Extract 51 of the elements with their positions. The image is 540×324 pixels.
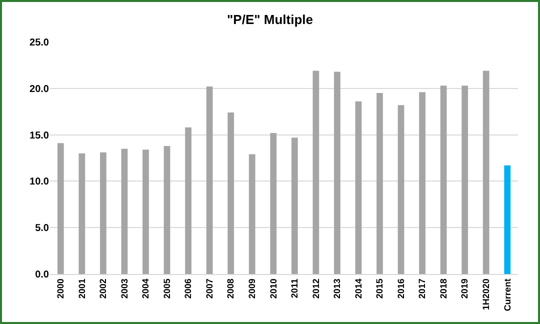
bar	[228, 112, 234, 274]
bar	[291, 138, 298, 274]
bar	[206, 86, 213, 274]
x-tick-label: 2013	[332, 278, 342, 299]
bar	[334, 72, 340, 274]
bar	[312, 70, 320, 274]
x-tick-label: Current	[502, 278, 512, 312]
x-tick-label: 2015	[374, 278, 385, 299]
bar	[376, 93, 383, 274]
x-tick-label: 2010	[268, 278, 278, 299]
bar	[100, 152, 106, 274]
y-tick-label: 10.0	[30, 176, 50, 188]
x-tick-label: 2005	[162, 278, 172, 299]
y-tick-label: 20.0	[30, 84, 50, 95]
bar	[142, 150, 149, 274]
x-tick-label: 2004	[140, 278, 151, 299]
bar	[164, 146, 170, 274]
y-tick-label: 25.0	[30, 38, 50, 48]
x-tick-label: 1H2020	[481, 278, 492, 310]
x-tick-label: 2014	[353, 278, 364, 299]
bar	[398, 105, 404, 274]
x-tick-label: 2019	[460, 278, 470, 299]
y-tick-label: 0.0	[35, 270, 50, 280]
x-tick-label: 2009	[247, 278, 258, 299]
x-tick-label: 2008	[226, 278, 236, 299]
x-tick-label: 2006	[183, 278, 194, 299]
x-tick-label: 2000	[56, 278, 66, 299]
bar	[482, 70, 490, 274]
bar	[248, 154, 256, 274]
x-tick-label: 2001	[76, 278, 87, 299]
bar	[355, 101, 362, 274]
bar	[462, 86, 468, 274]
bar	[78, 153, 86, 274]
x-tick-label: 2012	[310, 278, 321, 299]
y-tick-label: 15.0	[30, 130, 50, 142]
x-tick-label: 2007	[204, 278, 214, 299]
x-tick-label: 2003	[119, 278, 130, 299]
bar	[270, 132, 277, 274]
x-tick-label: 2016	[396, 278, 406, 299]
chart-title: "P/E" Multiple	[227, 12, 313, 27]
x-tick-label: 2011	[290, 278, 300, 298]
bar	[185, 127, 192, 274]
bar	[121, 148, 128, 274]
x-tick-label: 2018	[438, 278, 448, 299]
bar	[440, 86, 447, 274]
x-tick-label: 2017	[417, 278, 428, 299]
bar	[504, 165, 511, 274]
x-tick-label: 2002	[98, 278, 108, 299]
bar	[57, 143, 64, 274]
bar	[419, 92, 426, 274]
y-tick-label: 5.0	[35, 223, 50, 234]
